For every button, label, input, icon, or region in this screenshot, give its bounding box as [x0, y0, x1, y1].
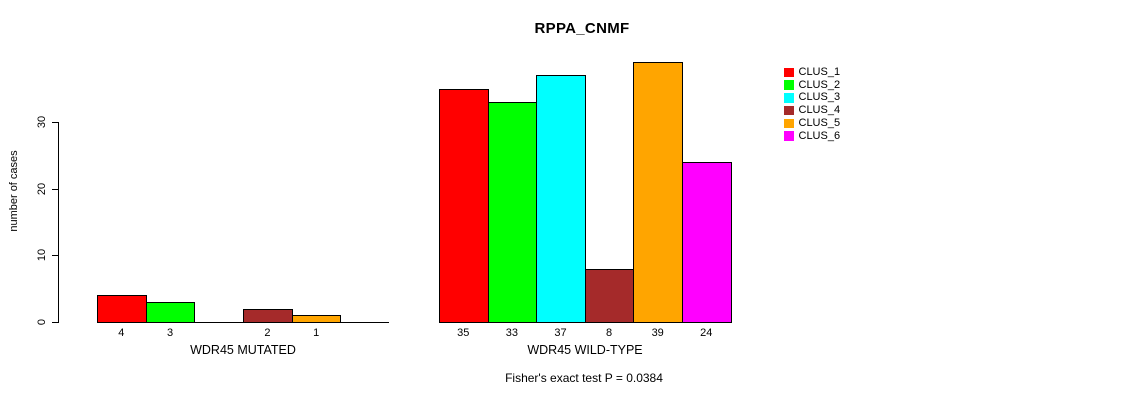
y-tick [52, 322, 58, 323]
bar-clus-5-wdr45-wild-type [633, 62, 683, 323]
bar-clus-4-wdr45-wild-type [584, 269, 635, 323]
bar-count-label: 8 [606, 327, 613, 339]
legend-row: CLUS_6 [784, 130, 840, 143]
bar-count-label: 33 [505, 327, 519, 339]
legend-label: CLUS_5 [798, 116, 841, 129]
bar-clus-5-wdr45-mutated [291, 315, 342, 323]
y-tick-label: 10 [36, 249, 48, 262]
bar-count-label: 4 [118, 327, 125, 339]
bar-count-label: 35 [457, 327, 470, 339]
y-tick-label: 30 [36, 115, 48, 129]
bar-count-label: 37 [554, 327, 567, 339]
bar-clus-1-wdr45-mutated [97, 295, 147, 323]
bar-clus-1-wdr45-wild-type [439, 89, 489, 323]
bar-count-label: 1 [313, 327, 320, 339]
bar-count-label: 3 [166, 327, 174, 339]
y-axis-line [58, 121, 59, 323]
fisher-test-note: Fisher's exact test P = 0.0384 [505, 371, 663, 385]
legend-swatch-clus-2 [784, 80, 794, 90]
legend-swatch-clus-1 [784, 67, 794, 78]
y-tick-label: 0 [36, 318, 48, 326]
legend-label: CLUS_4 [798, 104, 841, 117]
bar-clus-3-wdr45-wild-type [536, 75, 586, 323]
y-tick [52, 255, 58, 257]
legend-row: CLUS_4 [784, 104, 840, 117]
legend-label: CLUS_3 [798, 91, 841, 104]
legend-label: CLUS_2 [798, 78, 841, 91]
bar-clus-2-wdr45-mutated [145, 302, 196, 323]
legend-swatch-clus-5 [784, 118, 794, 129]
legend-swatch-clus-4 [784, 105, 794, 116]
group-label-mutated: WDR45 MUTATED [190, 343, 296, 357]
legend-row: CLUS_3 [784, 91, 840, 104]
y-tick-label: 20 [36, 182, 48, 195]
bar-count-label: 24 [700, 327, 713, 339]
bar-clus-2-wdr45-wild-type [487, 102, 538, 323]
chart-title: RPPA_CNMF [534, 20, 630, 37]
legend-label: CLUS_1 [798, 66, 841, 78]
legend-swatch-clus-6 [784, 131, 794, 141]
legend-swatch-clus-3 [784, 93, 794, 103]
bar-clus-6-wdr45-wild-type [682, 162, 732, 323]
legend-row: CLUS_1 [784, 66, 840, 79]
legend-row: CLUS_5 [784, 117, 840, 130]
bar-clus-4-wdr45-mutated [243, 309, 293, 323]
group-label-wild-type: WDR45 WILD-TYPE [527, 343, 643, 357]
bar-count-label: 2 [264, 327, 271, 339]
legend-label: CLUS_6 [798, 129, 841, 142]
y-tick [52, 188, 58, 190]
bar-count-label: 39 [651, 327, 664, 339]
y-axis-label: number of cases [8, 150, 20, 232]
y-tick [52, 121, 58, 123]
legend-row: CLUS_2 [784, 79, 840, 92]
